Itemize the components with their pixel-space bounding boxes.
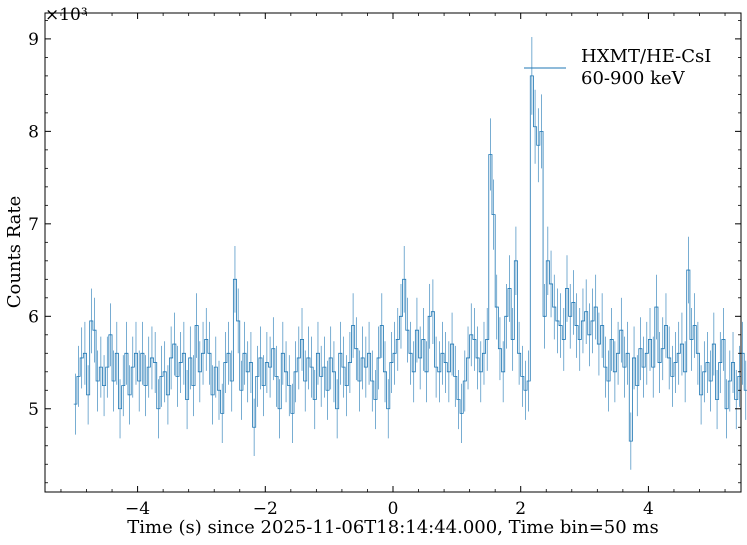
x-axis-ticks: −4 −2 0 2 4 xyxy=(125,13,654,519)
legend-label-line1: HXMT/HE-CsI xyxy=(581,46,711,67)
x-tick-label: −2 xyxy=(253,499,278,519)
y-tick-label: 8 xyxy=(28,122,39,142)
legend-label-line2: 60-900 keV xyxy=(581,68,686,89)
y-axis-ticks: 5 6 7 8 9 xyxy=(28,30,741,420)
y-tick-label: 5 xyxy=(28,400,39,420)
x-tick-label: −4 xyxy=(125,499,150,519)
y-tick-label: 7 xyxy=(28,215,39,235)
y-tick-label: 6 xyxy=(28,307,39,327)
x-tick-label: 0 xyxy=(388,499,399,519)
minor-ticks xyxy=(45,13,741,492)
legend: HXMT/HE-CsI 60-900 keV xyxy=(524,46,711,89)
y-tick-label: 9 xyxy=(28,30,39,50)
y-axis-multiplier: ×10³ xyxy=(45,5,88,25)
plot-background xyxy=(45,13,741,492)
x-tick-label: 2 xyxy=(515,499,526,519)
x-tick-label: 4 xyxy=(643,499,654,519)
x-axis-label: Time (s) since 2025-11-06T18:14:44.000, … xyxy=(127,517,659,538)
light-curve-step-line xyxy=(73,75,747,442)
y-axis-label: Counts Rate xyxy=(4,196,25,309)
